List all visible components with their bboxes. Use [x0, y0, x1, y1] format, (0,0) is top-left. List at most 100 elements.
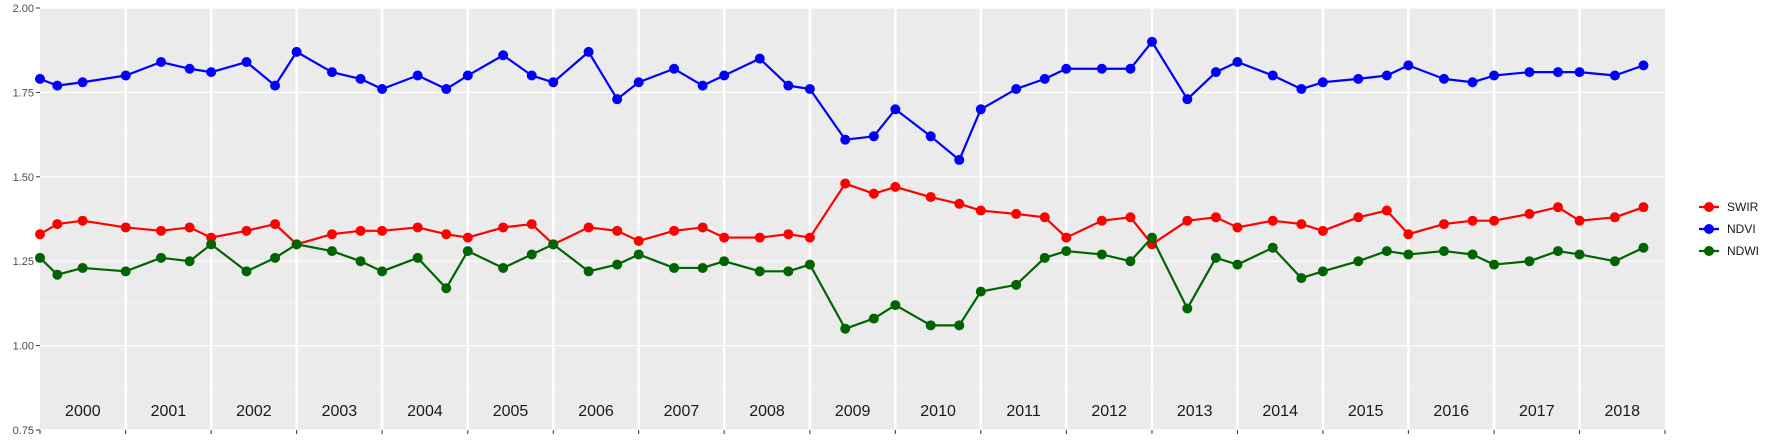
legend: SWIR NDVI NDWI — [1699, 200, 1759, 258]
data-point — [52, 269, 63, 280]
data-point — [1552, 246, 1563, 257]
data-point — [1524, 208, 1535, 219]
year-label: 2004 — [407, 403, 443, 420]
data-point — [498, 50, 509, 61]
data-point — [1039, 252, 1050, 263]
year-label: 2009 — [835, 403, 871, 420]
data-point — [184, 256, 195, 267]
data-point — [1438, 219, 1449, 230]
series-swir — [35, 178, 1649, 250]
data-point — [1210, 212, 1221, 223]
data-point — [1403, 229, 1414, 240]
year-label: 2015 — [1348, 403, 1384, 420]
data-point — [241, 57, 252, 68]
data-point — [1489, 215, 1500, 226]
data-point — [633, 235, 644, 246]
data-point — [412, 222, 423, 233]
data-point — [1317, 266, 1328, 277]
data-point — [462, 232, 473, 243]
data-point — [441, 283, 452, 294]
data-point — [804, 84, 815, 95]
data-point — [612, 94, 623, 105]
data-point — [697, 80, 708, 91]
y-tick-label: 1.25 — [13, 256, 34, 268]
data-point — [1609, 212, 1620, 223]
data-point — [77, 215, 88, 226]
data-point — [77, 262, 88, 273]
data-point — [1125, 63, 1136, 74]
data-point — [1232, 57, 1243, 68]
data-point — [1574, 67, 1585, 78]
data-point — [890, 300, 901, 311]
data-point — [1403, 60, 1414, 71]
data-point — [1267, 70, 1278, 81]
data-point — [1125, 256, 1136, 267]
data-point — [1011, 208, 1022, 219]
data-point — [1317, 77, 1328, 88]
data-point — [1232, 222, 1243, 233]
data-point — [270, 219, 281, 230]
year-label: 2018 — [1604, 403, 1640, 420]
data-point — [804, 232, 815, 243]
year-label: 2013 — [1177, 403, 1213, 420]
year-label: 2014 — [1262, 403, 1298, 420]
data-point — [526, 219, 537, 230]
year-label: 2010 — [920, 403, 956, 420]
data-point — [156, 252, 167, 263]
data-point — [462, 246, 473, 257]
data-point — [1574, 215, 1585, 226]
data-point — [326, 246, 337, 257]
data-point — [120, 70, 131, 81]
data-point — [526, 70, 537, 81]
y-tick-label: 2.00 — [13, 3, 34, 15]
data-point — [719, 232, 730, 243]
data-point — [890, 181, 901, 192]
year-label: 2005 — [493, 403, 529, 420]
legend-label: NDWI — [1727, 244, 1759, 258]
y-tick-label: 1.75 — [13, 87, 34, 99]
year-label: 2008 — [749, 403, 785, 420]
data-point — [925, 320, 936, 331]
data-point — [1125, 212, 1136, 223]
data-point — [1638, 202, 1649, 213]
data-point — [206, 67, 217, 78]
data-point — [868, 131, 879, 142]
data-point — [1353, 73, 1364, 84]
data-point — [612, 225, 623, 236]
data-point — [1574, 249, 1585, 260]
data-point — [156, 225, 167, 236]
data-point — [868, 188, 879, 199]
data-point — [1011, 279, 1022, 290]
data-point — [120, 266, 131, 277]
data-point — [1232, 259, 1243, 270]
data-point — [270, 252, 281, 263]
y-axis: 0.75 1.00 1.25 1.50 1.75 2.00 — [13, 3, 1666, 437]
data-point — [377, 84, 388, 95]
data-point — [35, 229, 45, 240]
data-point — [1524, 67, 1535, 78]
data-point — [1096, 215, 1107, 226]
data-point — [1438, 246, 1449, 257]
y-tick-label: 1.50 — [13, 172, 34, 184]
data-point — [241, 266, 252, 277]
data-point — [1096, 63, 1107, 74]
data-point — [783, 229, 794, 240]
data-point — [1467, 215, 1478, 226]
legend-marker — [1704, 202, 1714, 212]
data-point — [184, 63, 195, 74]
year-label: 2002 — [236, 403, 272, 420]
data-point — [377, 225, 388, 236]
data-point — [462, 70, 473, 81]
data-point — [548, 239, 559, 250]
y-tick-label: 0.75 — [13, 425, 34, 437]
data-point — [1467, 77, 1478, 88]
data-point — [1524, 256, 1535, 267]
data-point — [754, 232, 765, 243]
data-point — [1039, 212, 1050, 223]
data-point — [975, 205, 986, 216]
data-point — [52, 219, 63, 230]
data-point — [1381, 205, 1392, 216]
data-point — [840, 178, 851, 189]
data-point — [184, 222, 195, 233]
data-point — [1267, 215, 1278, 226]
